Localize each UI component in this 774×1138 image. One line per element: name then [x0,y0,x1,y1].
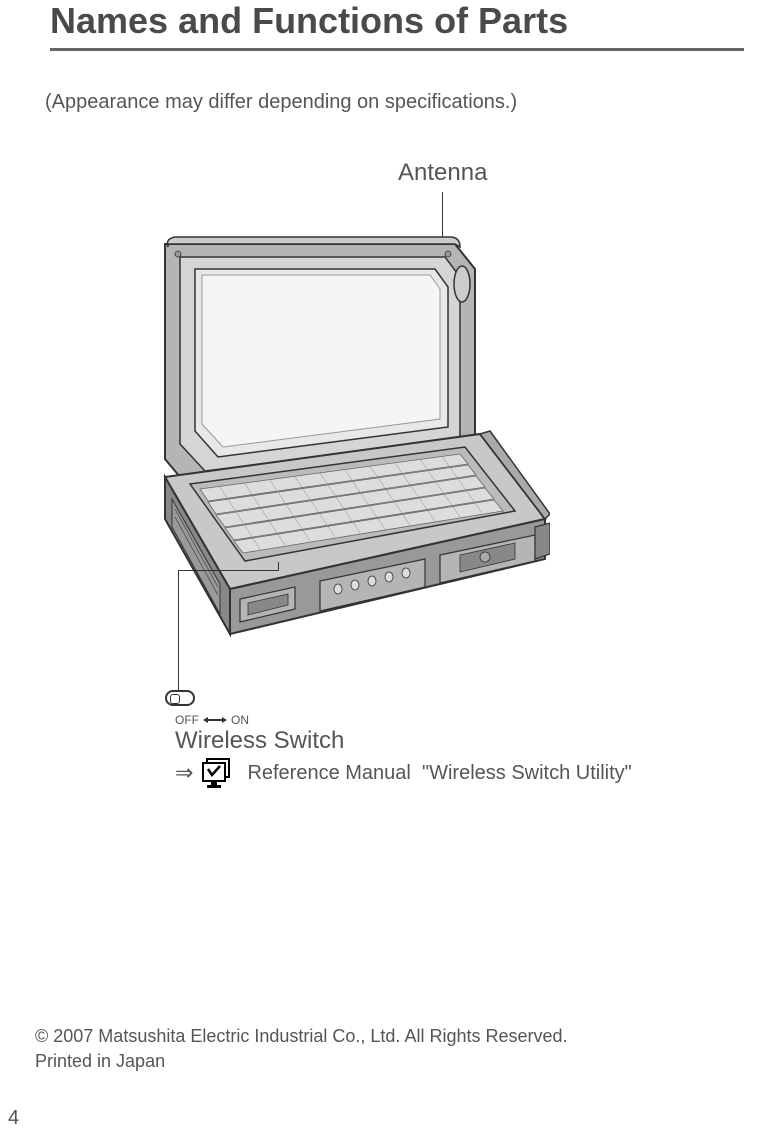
reference-prefix: Reference Manual [247,762,410,784]
antenna-label: Antenna [398,159,487,187]
page-title: Names and Functions of Parts [50,0,744,48]
diagram-area: Antenna [0,154,700,754]
switch-on-label: ON [231,713,249,727]
page-number: 4 [8,1107,19,1130]
switch-off-on-labels: OFF ON [175,712,249,728]
reference-manual-icon [201,757,239,789]
wireless-callout-v [178,570,179,690]
wireless-switch-icon [165,690,195,706]
reference-line: ⇒ Reference Manual "Wireless Switch Util… [175,757,632,789]
laptop-illustration [120,209,550,659]
title-section: Names and Functions of Parts [0,0,774,51]
wireless-callout-tick [278,562,279,571]
wireless-callout-h [178,570,278,571]
switch-arrow-icon [203,712,227,728]
switch-off-label: OFF [175,713,199,727]
reference-arrow-icon: ⇒ [175,760,193,786]
subtitle: (Appearance may differ depending on spec… [45,91,774,114]
reference-text: Reference Manual "Wireless Switch Utilit… [247,762,631,785]
footer: © 2007 Matsushita Electric Industrial Co… [35,1024,568,1074]
printed-text: Printed in Japan [35,1049,568,1074]
title-underline [50,48,744,51]
reference-quoted: "Wireless Switch Utility" [422,762,632,784]
copyright-text: © 2007 Matsushita Electric Industrial Co… [35,1024,568,1049]
laptop-svg [120,209,550,659]
wireless-switch-label: Wireless Switch [175,727,344,755]
